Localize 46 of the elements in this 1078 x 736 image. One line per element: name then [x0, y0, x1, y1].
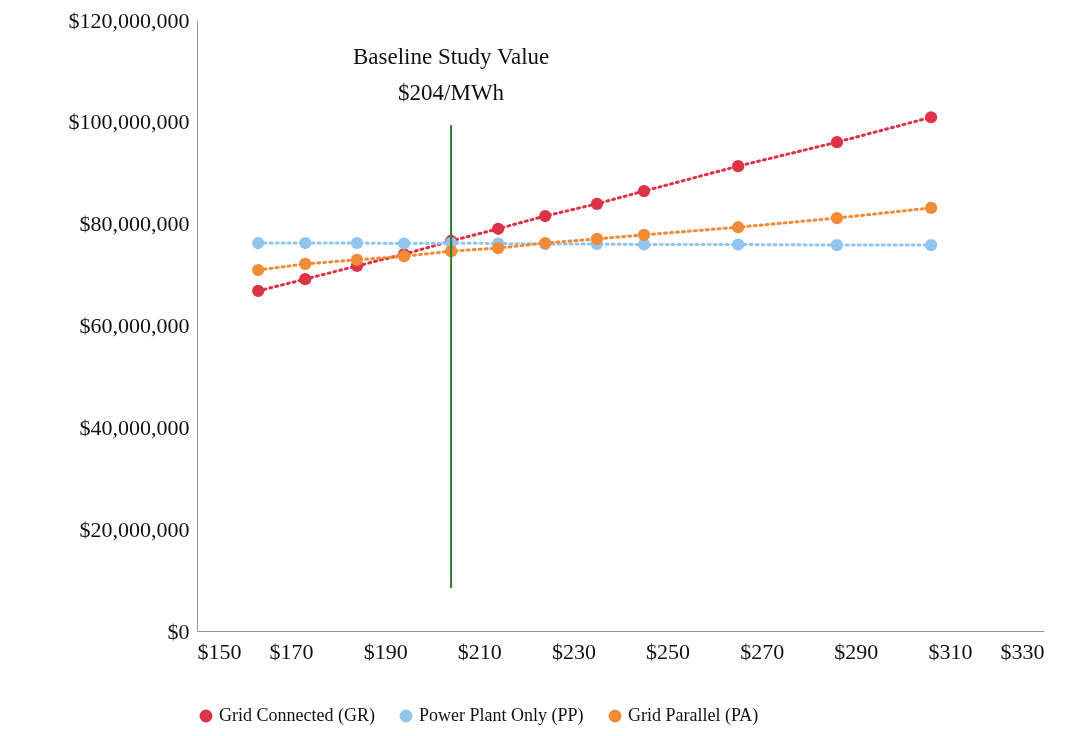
- point: [299, 273, 312, 286]
- point: [924, 111, 938, 124]
- x-tick-label: $190: [363, 638, 408, 664]
- point: [299, 257, 312, 270]
- point: [637, 184, 651, 198]
- point: [539, 209, 552, 223]
- point: [830, 211, 844, 225]
- y-tick-label: $60,000,000: [79, 313, 190, 338]
- point: [732, 160, 745, 173]
- x-tick-label: $230: [551, 638, 596, 664]
- point: [924, 238, 938, 252]
- point: [252, 236, 265, 250]
- point: [590, 232, 604, 246]
- point: [830, 238, 844, 252]
- ref-line-label: Baseline Study Value $204/MWh: [352, 44, 550, 105]
- y-tick-label: $120,000,000: [68, 7, 190, 33]
- point: [252, 263, 265, 277]
- point: [830, 136, 844, 149]
- legend-label: Power Plant Only (PP): [419, 705, 584, 726]
- point: [252, 284, 265, 297]
- x-tick-label: $330: [1000, 638, 1045, 664]
- y-tick-label: $100,000,000: [68, 109, 190, 135]
- point: [492, 241, 505, 255]
- point: [924, 201, 938, 214]
- point: [637, 228, 651, 241]
- point: [732, 221, 745, 234]
- legend-label: Grid Parallel (PA): [628, 705, 759, 726]
- point: [350, 236, 364, 250]
- x-tick-label: $310: [928, 638, 973, 664]
- x-tick-label: $150: [197, 638, 242, 664]
- point: [397, 237, 411, 250]
- y-tick-label: $0: [167, 618, 190, 644]
- legend-label: Grid Connected (GR): [219, 705, 375, 726]
- point: [350, 253, 364, 266]
- point: [492, 222, 505, 235]
- x-tick-label: $270: [740, 638, 785, 664]
- x-tick-label: $210: [457, 638, 502, 664]
- point: [590, 197, 604, 210]
- y-tick-label: $20,000,000: [79, 516, 190, 542]
- point: [299, 236, 312, 250]
- y-tick-label: $80,000,000: [79, 211, 190, 237]
- point: [732, 238, 745, 251]
- x-tick-label: $290: [834, 638, 879, 664]
- y-tick-label: $40,000,000: [79, 414, 190, 440]
- x-tick-label: $250: [646, 638, 691, 664]
- x-tick-label: $170: [269, 638, 314, 664]
